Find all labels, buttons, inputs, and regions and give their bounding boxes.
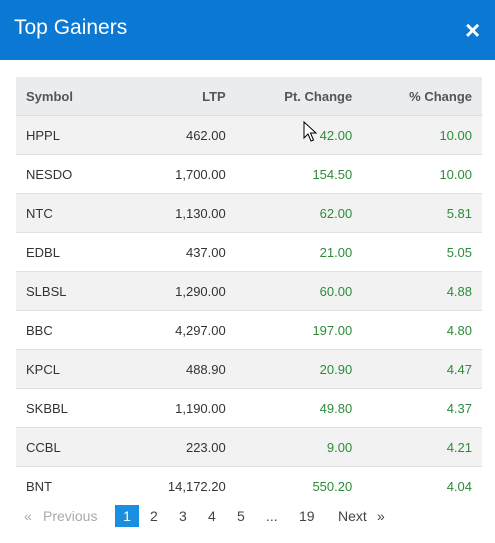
cell-pct-change: 5.81 — [352, 193, 482, 233]
table-row[interactable]: BBC 4,297.00 197.00 4.80 — [16, 310, 482, 350]
cell-pt-change: 154.50 — [225, 154, 353, 194]
first-page-icon: « — [24, 508, 32, 524]
cell-symbol[interactable]: CCBL — [16, 427, 124, 467]
column-header-pt-change[interactable]: Pt. Change — [225, 77, 353, 116]
cell-ltp: 1,130.00 — [123, 193, 226, 233]
table-row[interactable]: SKBBL 1,190.00 49.80 4.37 — [16, 388, 482, 428]
cell-pt-change: 9.00 — [225, 427, 353, 467]
cell-pct-change: 10.00 — [352, 154, 482, 194]
cell-ltp: 462.00 — [123, 115, 226, 155]
table-header-row: Symbol LTP Pt. Change % Change — [16, 77, 482, 116]
page-link-3[interactable]: 3 — [179, 508, 187, 524]
cell-symbol[interactable]: KPCL — [16, 349, 124, 389]
cell-symbol[interactable]: EDBL — [16, 232, 124, 272]
cell-ltp: 223.00 — [123, 427, 226, 467]
table-row[interactable]: SLBSL 1,290.00 60.00 4.88 — [16, 271, 482, 311]
table-row[interactable]: KPCL 488.90 20.90 4.47 — [16, 349, 482, 389]
cell-symbol[interactable]: HPPL — [16, 115, 124, 155]
page-link-5[interactable]: 5 — [237, 508, 245, 524]
mouse-cursor-icon — [303, 121, 318, 142]
cell-pct-change: 5.05 — [352, 232, 482, 272]
modal-header: Top Gainers × — [0, 0, 495, 60]
cell-symbol[interactable]: BBC — [16, 310, 124, 350]
cell-pt-change: 197.00 — [225, 310, 353, 350]
cell-pct-change: 10.00 — [352, 115, 482, 155]
table-row[interactable]: BNT 14,172.20 550.20 4.04 — [16, 466, 482, 505]
table-row[interactable]: HPPL 462.00 42.00 10.00 — [16, 115, 482, 155]
cell-symbol[interactable]: SKBBL — [16, 388, 124, 428]
cell-pct-change: 4.21 — [352, 427, 482, 467]
cell-ltp: 1,700.00 — [123, 154, 226, 194]
cell-ltp: 1,190.00 — [123, 388, 226, 428]
next-page-link[interactable]: Next — [338, 508, 367, 524]
cell-pt-change: 550.20 — [225, 466, 353, 505]
cell-pt-change: 42.00 — [225, 115, 353, 155]
cell-pct-change: 4.37 — [352, 388, 482, 428]
last-page-icon[interactable]: » — [377, 508, 385, 524]
column-header-pct-change[interactable]: % Change — [352, 77, 482, 116]
cell-pct-change: 4.04 — [352, 466, 482, 505]
cell-symbol[interactable]: NESDO — [16, 154, 124, 194]
modal-title: Top Gainers — [14, 16, 128, 39]
top-gainers-table: Symbol LTP Pt. Change % Change HPPL 462.0… — [16, 77, 482, 505]
cell-pct-change: 4.88 — [352, 271, 482, 311]
table-row[interactable]: CCBL 223.00 9.00 4.21 — [16, 427, 482, 467]
cell-ltp: 1,290.00 — [123, 271, 226, 311]
cell-pt-change: 20.90 — [225, 349, 353, 389]
close-icon[interactable]: × — [465, 15, 481, 45]
cell-ltp: 437.00 — [123, 232, 226, 272]
cell-ltp: 488.90 — [123, 349, 226, 389]
cell-pt-change: 21.00 — [225, 232, 353, 272]
cell-symbol[interactable]: NTC — [16, 193, 124, 233]
table-row[interactable]: NTC 1,130.00 62.00 5.81 — [16, 193, 482, 233]
column-header-symbol[interactable]: Symbol — [16, 77, 124, 116]
cell-pct-change: 4.80 — [352, 310, 482, 350]
column-header-ltp[interactable]: LTP — [123, 77, 226, 116]
table-row[interactable]: NESDO 1,700.00 154.50 10.00 — [16, 154, 482, 194]
cell-ltp: 4,297.00 — [123, 310, 226, 350]
cell-pt-change: 62.00 — [225, 193, 353, 233]
previous-page-link: Previous — [43, 508, 98, 524]
page-link-4[interactable]: 4 — [208, 508, 216, 524]
page-link-1[interactable]: 1 — [115, 505, 139, 527]
page-link-19[interactable]: 19 — [299, 508, 315, 524]
cell-pt-change: 49.80 — [225, 388, 353, 428]
cell-symbol[interactable]: SLBSL — [16, 271, 124, 311]
pagination: « Previous 1 2 3 4 5 ... 19 Next » — [16, 505, 482, 529]
cell-pct-change: 4.47 — [352, 349, 482, 389]
cell-ltp: 14,172.20 — [123, 466, 226, 505]
cell-pt-change: 60.00 — [225, 271, 353, 311]
cell-symbol[interactable]: BNT — [16, 466, 124, 505]
table-row[interactable]: EDBL 437.00 21.00 5.05 — [16, 232, 482, 272]
page-ellipsis: ... — [266, 508, 278, 524]
page-link-2[interactable]: 2 — [150, 508, 158, 524]
